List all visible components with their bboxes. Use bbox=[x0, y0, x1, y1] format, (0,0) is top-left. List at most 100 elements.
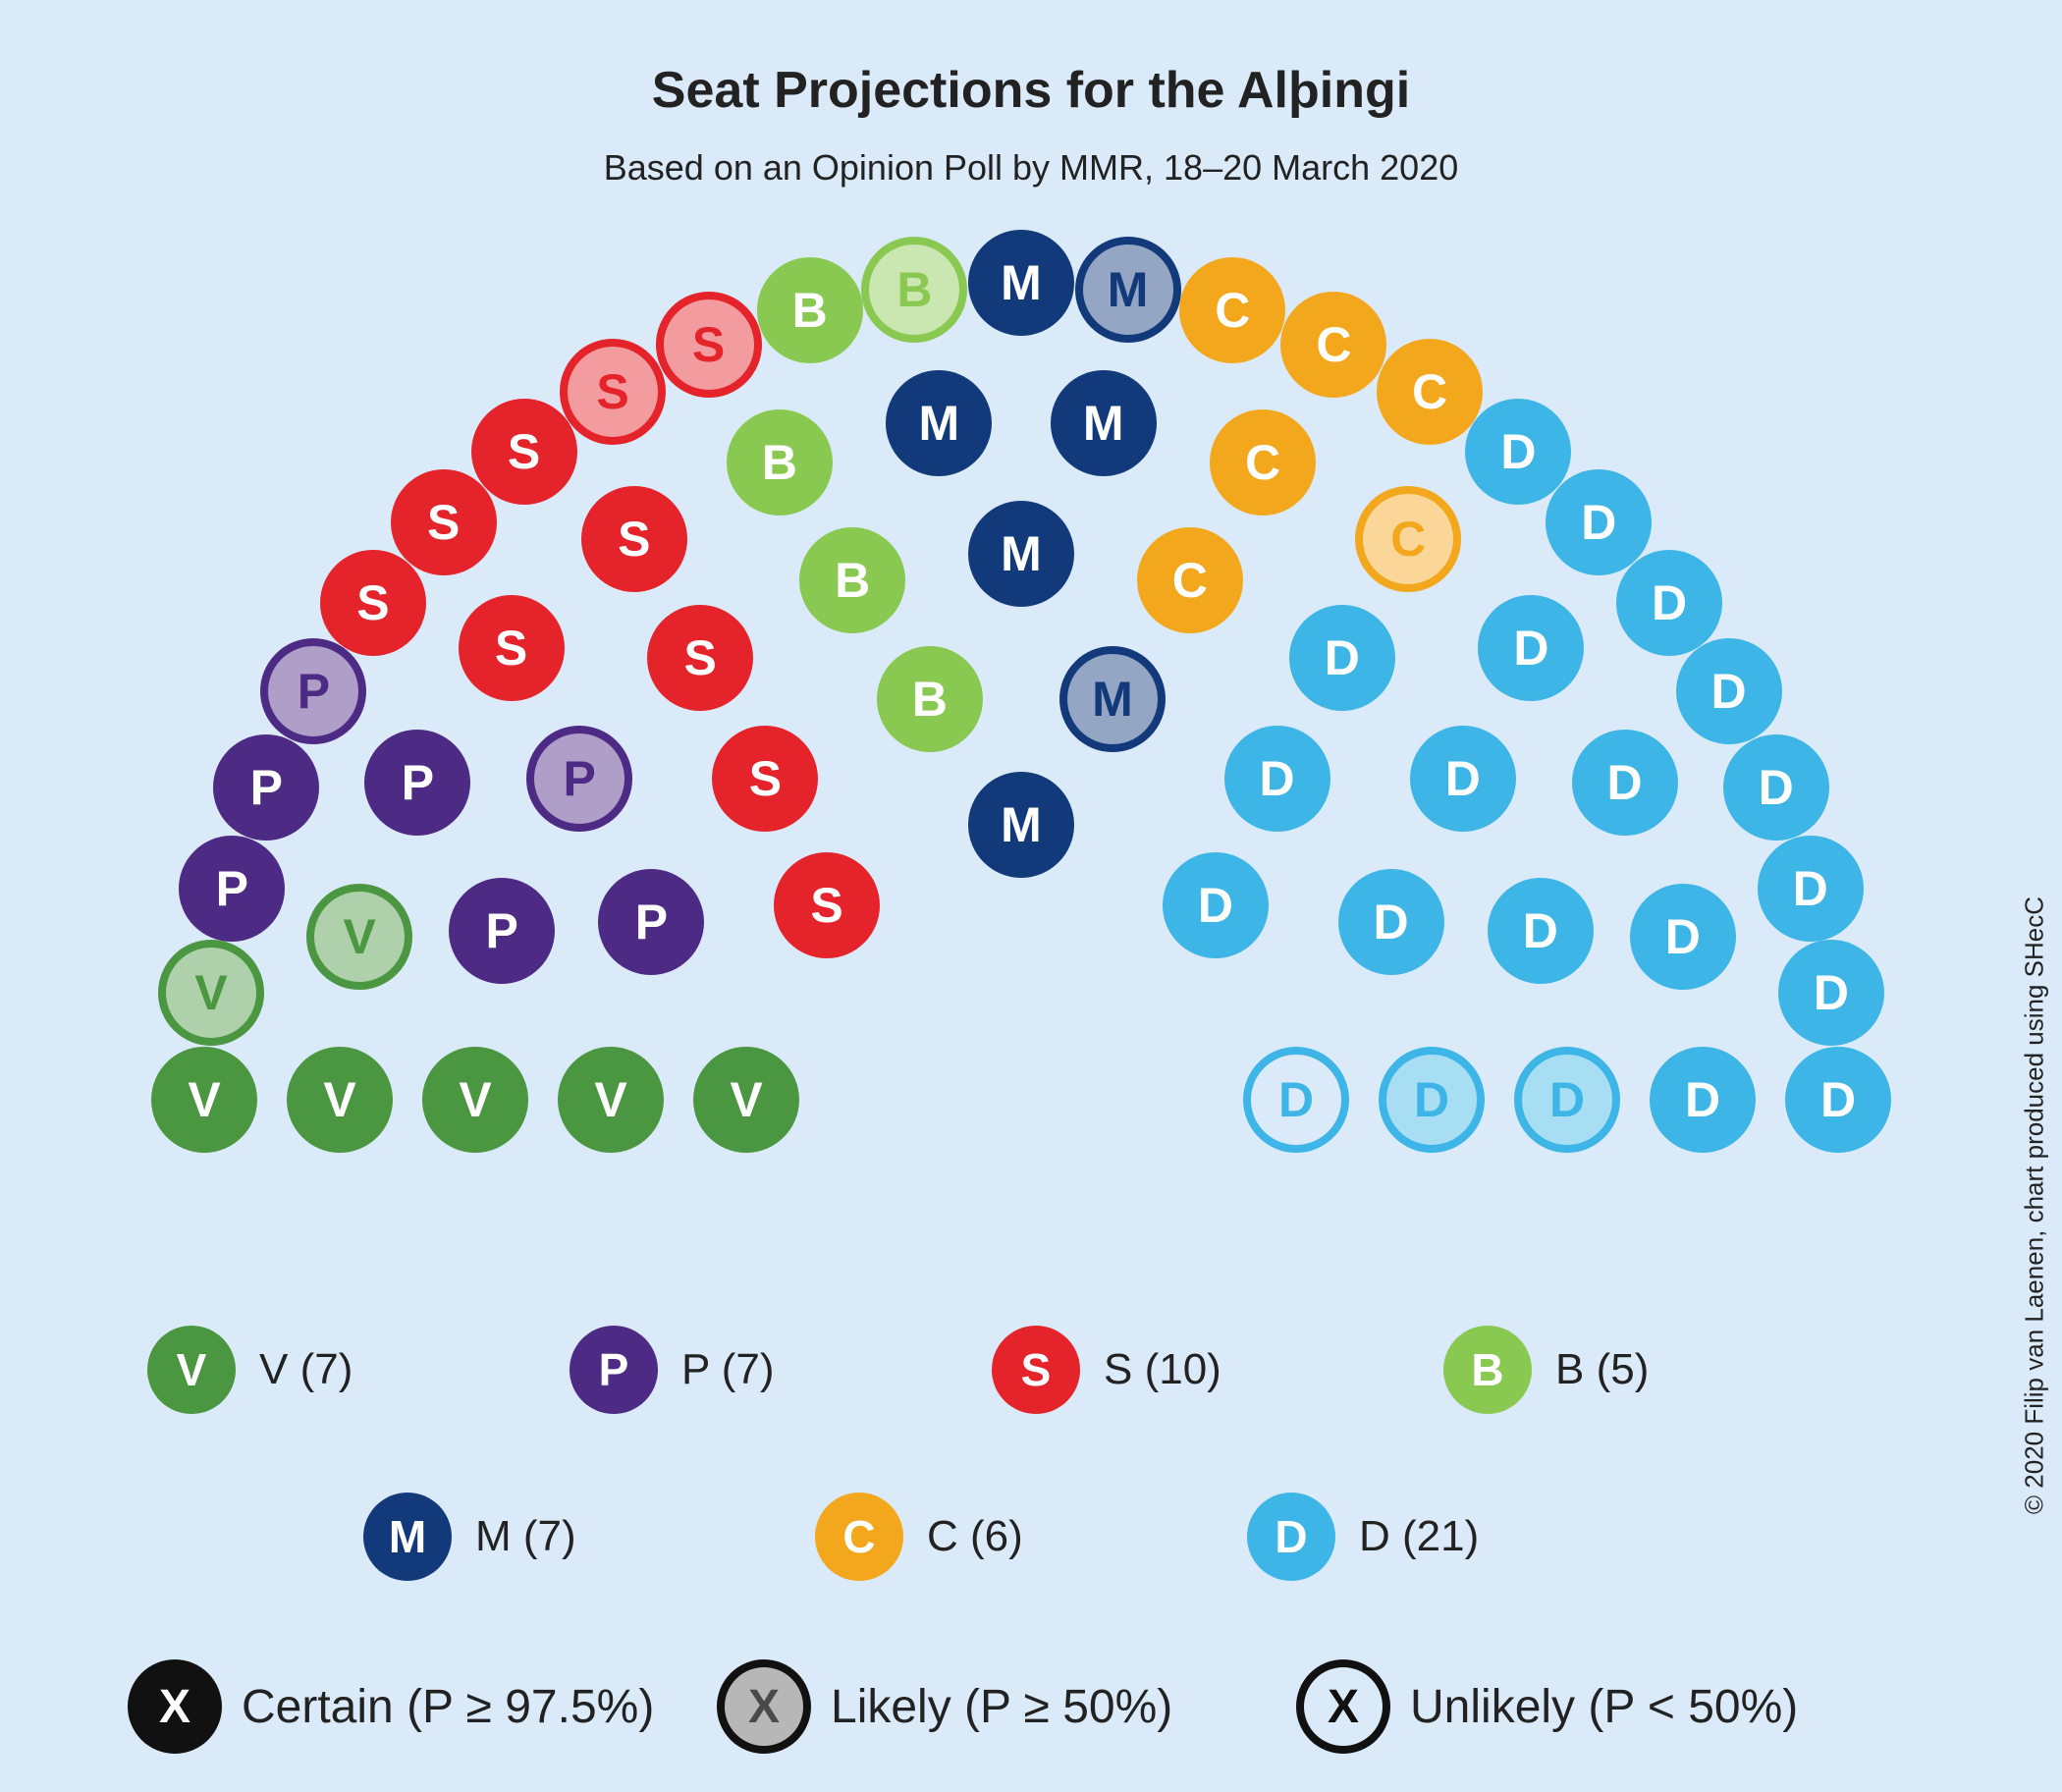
prob-text: Unlikely (P < 50%) bbox=[1410, 1680, 1798, 1734]
legend-party-m: MM (7) bbox=[363, 1493, 576, 1581]
seat-m: M bbox=[968, 772, 1074, 878]
legend-text: C (6) bbox=[927, 1512, 1023, 1561]
seat-label: C bbox=[1390, 511, 1426, 568]
seat-b: B bbox=[799, 527, 905, 633]
seat-label: D bbox=[1374, 894, 1409, 950]
seat-v: V bbox=[422, 1047, 528, 1153]
seat-label: D bbox=[1260, 750, 1295, 807]
seat-b: B bbox=[727, 409, 833, 516]
seat-label: S bbox=[810, 877, 842, 934]
seat-label: D bbox=[1414, 1071, 1449, 1128]
seat-s: S bbox=[712, 726, 818, 832]
seat-b: B bbox=[757, 257, 863, 363]
seat-d: D bbox=[1676, 638, 1782, 744]
seat-label: V bbox=[323, 1071, 355, 1128]
seat-c: C bbox=[1210, 409, 1316, 516]
seat-label: D bbox=[1198, 877, 1233, 934]
seat-d: D bbox=[1723, 734, 1829, 841]
seat-label: D bbox=[1325, 629, 1360, 686]
seat-label: V bbox=[459, 1071, 491, 1128]
seat-d: D bbox=[1338, 869, 1444, 975]
legend-prob-certain: XCertain (P ≥ 97.5%) bbox=[128, 1659, 654, 1754]
seat-label: M bbox=[1092, 671, 1133, 728]
legend-circle-letter: B bbox=[1471, 1343, 1503, 1396]
seat-s: S bbox=[581, 486, 687, 592]
legend-circle: V bbox=[147, 1326, 236, 1414]
seat-label: B bbox=[792, 282, 828, 339]
seat-label: D bbox=[1759, 759, 1794, 816]
seat-d: D bbox=[1616, 550, 1722, 656]
prob-text: Certain (P ≥ 97.5%) bbox=[242, 1680, 654, 1734]
legend-text: V (7) bbox=[259, 1345, 353, 1394]
seat-c: C bbox=[1355, 486, 1461, 592]
seat-d: D bbox=[1410, 726, 1516, 832]
seat-s: S bbox=[391, 469, 497, 575]
seat-p: P bbox=[449, 878, 555, 984]
legend-prob-unlikely: XUnlikely (P < 50%) bbox=[1296, 1659, 1798, 1754]
legend-party-v: V V (7) bbox=[147, 1326, 353, 1414]
legend-text: P (7) bbox=[681, 1345, 775, 1394]
legend-circle: S bbox=[992, 1326, 1080, 1414]
legend-party-b: B B (5) bbox=[1443, 1326, 1649, 1414]
seat-m: M bbox=[886, 370, 992, 476]
seat-m: M bbox=[1059, 646, 1166, 752]
seat-label: D bbox=[1523, 902, 1558, 959]
seat-label: D bbox=[1445, 750, 1481, 807]
seat-label: P bbox=[250, 759, 283, 816]
seat-p: P bbox=[260, 638, 366, 744]
seat-label: D bbox=[1278, 1071, 1314, 1128]
seat-label: S bbox=[618, 511, 650, 568]
seat-label: D bbox=[1513, 620, 1548, 677]
seat-label: M bbox=[1001, 525, 1042, 582]
seat-d: D bbox=[1630, 884, 1736, 990]
seat-label: D bbox=[1793, 860, 1828, 917]
seat-label: B bbox=[762, 434, 797, 491]
seat-label: D bbox=[1814, 964, 1849, 1021]
seat-label: V bbox=[188, 1071, 220, 1128]
seat-label: D bbox=[1606, 754, 1642, 811]
seat-label: V bbox=[343, 908, 375, 965]
seat-label: C bbox=[1316, 316, 1351, 373]
legend-circle: P bbox=[570, 1326, 658, 1414]
seat-label: V bbox=[730, 1071, 762, 1128]
seat-d: D bbox=[1758, 836, 1864, 942]
seat-label: V bbox=[194, 964, 227, 1021]
seat-d: D bbox=[1514, 1047, 1620, 1153]
seat-d: D bbox=[1224, 726, 1330, 832]
seat-v: V bbox=[693, 1047, 799, 1153]
seat-label: S bbox=[692, 316, 725, 373]
seat-p: P bbox=[179, 836, 285, 942]
seat-d: D bbox=[1488, 878, 1594, 984]
legend-circle-letter: D bbox=[1275, 1510, 1307, 1563]
legend-circle: M bbox=[363, 1493, 452, 1581]
seat-d: D bbox=[1379, 1047, 1485, 1153]
seat-label: S bbox=[596, 363, 628, 420]
legend-circle-letter: M bbox=[389, 1510, 426, 1563]
seat-label: P bbox=[216, 860, 248, 917]
seat-label: D bbox=[1685, 1071, 1720, 1128]
seat-label: M bbox=[1001, 796, 1042, 853]
prob-circle: X bbox=[717, 1659, 811, 1754]
seat-p: P bbox=[526, 726, 632, 832]
seat-label: B bbox=[835, 552, 870, 609]
seat-label: S bbox=[356, 574, 389, 631]
seat-p: P bbox=[364, 730, 470, 836]
seat-p: P bbox=[213, 734, 319, 841]
seat-c: C bbox=[1280, 292, 1386, 398]
seat-d: D bbox=[1289, 605, 1395, 711]
legend-party-s: SS (10) bbox=[992, 1326, 1221, 1414]
legend-text: B (5) bbox=[1555, 1345, 1649, 1394]
seat-s: S bbox=[459, 595, 565, 701]
seat-label: P bbox=[298, 663, 330, 720]
seat-label: M bbox=[1001, 254, 1042, 311]
seat-c: C bbox=[1179, 257, 1285, 363]
legend-party-c: CC (6) bbox=[815, 1493, 1023, 1581]
legend-prob-likely: XLikely (P ≥ 50%) bbox=[717, 1659, 1172, 1754]
seat-m: M bbox=[968, 501, 1074, 607]
seat-s: S bbox=[560, 339, 666, 445]
seat-label: D bbox=[1500, 423, 1536, 480]
seat-m: M bbox=[1051, 370, 1157, 476]
seat-label: C bbox=[1172, 552, 1208, 609]
seat-p: P bbox=[598, 869, 704, 975]
seat-label: M bbox=[1083, 395, 1124, 452]
